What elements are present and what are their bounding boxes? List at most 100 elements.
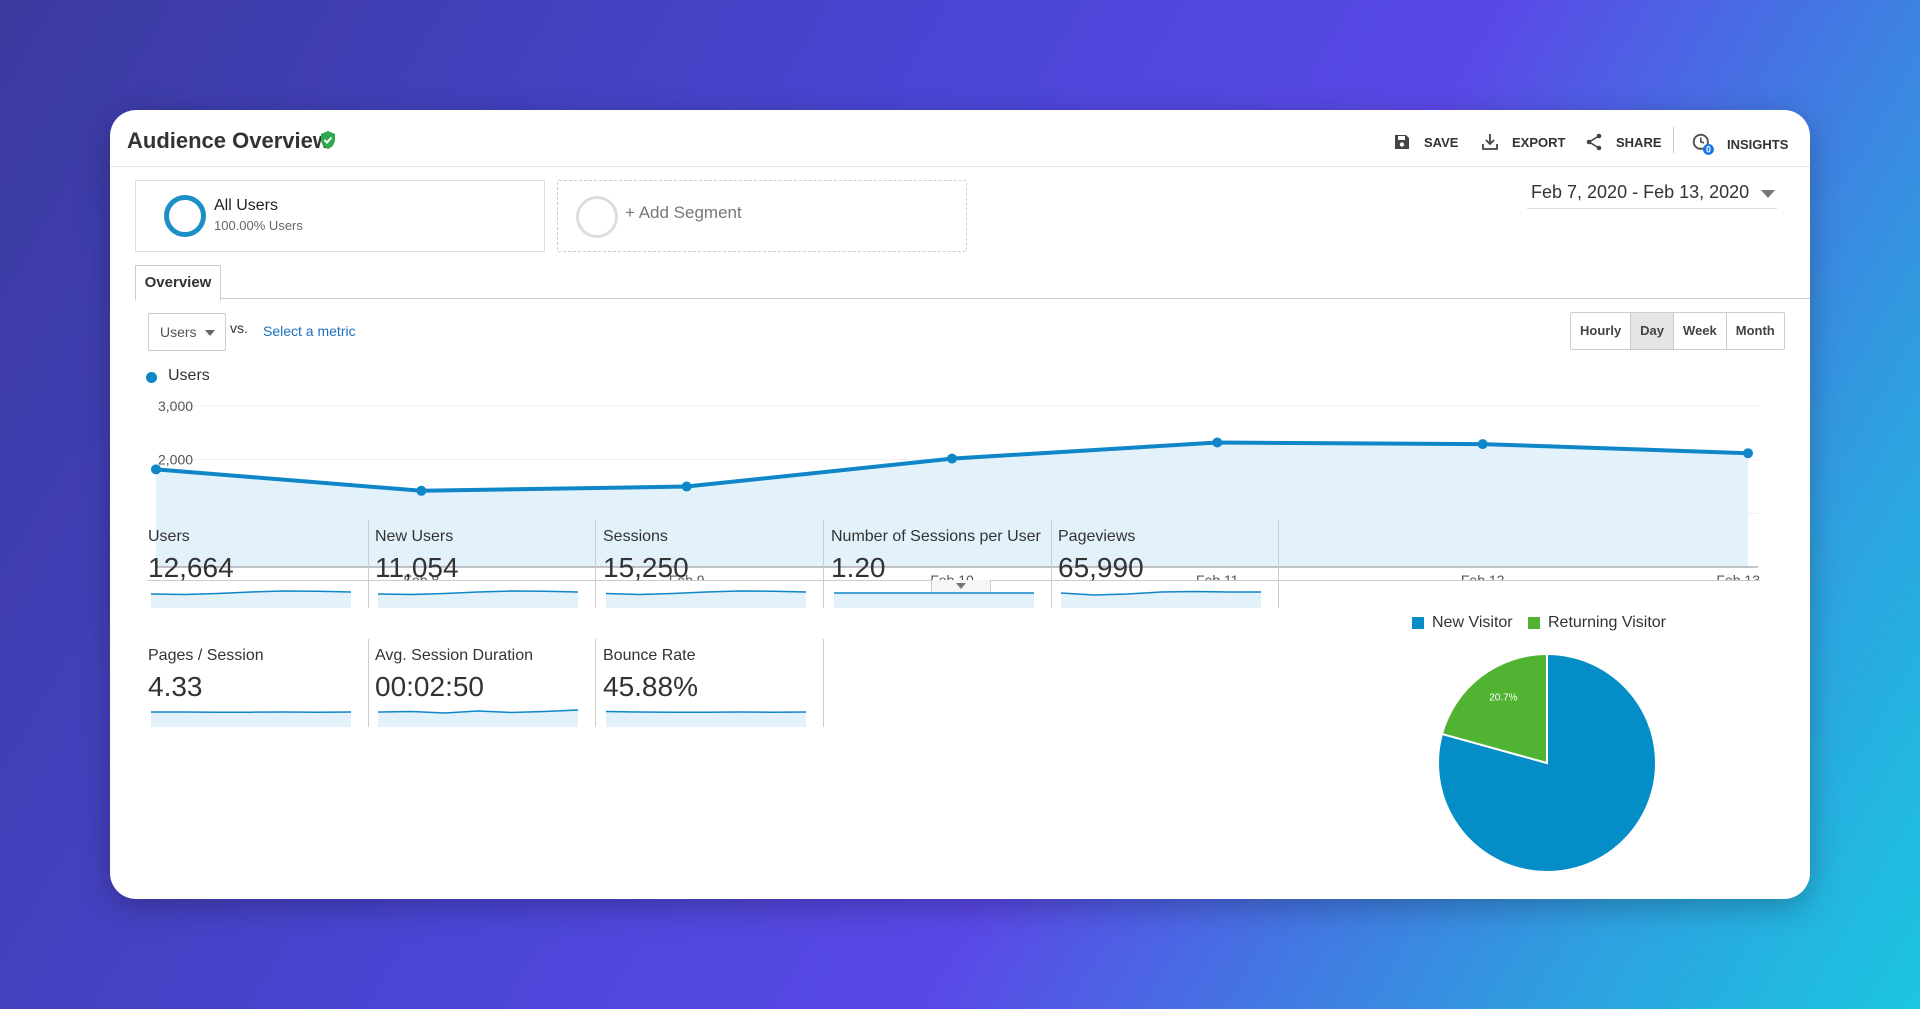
metric-tile: Avg. Session Duration 00:02:50: [375, 647, 585, 737]
sparkline-line: [606, 590, 806, 596]
segment-all-users[interactable]: All Users 100.00% Users: [135, 180, 545, 252]
insights-button[interactable]: 0 INSIGHTS: [1691, 132, 1788, 156]
segment-subtitle: 100.00% Users: [214, 218, 303, 233]
audience-overview-card: Audience Overview SAVE EXPORT SHARE 0 IN…: [110, 110, 1810, 899]
tab-overview[interactable]: Overview: [135, 265, 221, 301]
metric-value: 4.33: [148, 671, 203, 702]
data-point: [947, 453, 957, 464]
metric-value: 15,250: [603, 552, 689, 583]
granularity-hourly[interactable]: Hourly: [1571, 313, 1632, 349]
metric-divider: [823, 520, 824, 608]
pie-legend-new-visitor: New Visitor: [1412, 614, 1513, 632]
metric-sparkline: [606, 590, 806, 608]
metric-divider: [1051, 520, 1052, 608]
save-button[interactable]: SAVE: [1392, 132, 1458, 152]
metric-sparkline: [378, 709, 578, 727]
visitor-pie-chart: 79.3% 20.7%: [1437, 652, 1657, 875]
sparkline-area: [1061, 591, 1261, 608]
metric-label: Users: [148, 528, 190, 545]
export-button[interactable]: EXPORT: [1480, 132, 1565, 152]
legend-users-label: Users: [168, 367, 210, 384]
sparkline-area: [151, 591, 351, 608]
granularity-toggle: Hourly Day Week Month: [1570, 312, 1785, 350]
legend-swatch: [1528, 617, 1540, 629]
metric-label: Pageviews: [1058, 528, 1136, 545]
metric-divider: [368, 639, 369, 727]
metric-sparkline: [606, 710, 806, 727]
x-tick-label: Feb 10: [930, 572, 974, 580]
chevron-down-icon: [956, 583, 966, 589]
pie-slice-label: 79.3%: [1599, 864, 1627, 875]
metric-sparkline: [834, 592, 1034, 608]
sparkline-area: [378, 710, 578, 727]
granularity-day[interactable]: Day: [1631, 313, 1675, 349]
granularity-week[interactable]: Week: [1674, 313, 1727, 349]
data-point: [1743, 448, 1753, 459]
metric-value: 11,054: [375, 552, 459, 583]
export-label: EXPORT: [1512, 134, 1566, 150]
metric-value: 00:02:50: [375, 671, 484, 702]
vs-label: vs.: [230, 320, 248, 336]
metric-divider: [368, 520, 369, 608]
y-tick-label: 3,000: [158, 398, 193, 414]
segment-ring-icon: [164, 195, 206, 237]
metric-tile: Bounce Rate 45.88%: [603, 647, 813, 737]
data-point: [151, 464, 161, 475]
metric-value: 65,990: [1058, 552, 1144, 583]
date-range-picker[interactable]: Feb 7, 2020 - Feb 13, 2020: [1527, 180, 1777, 209]
metric-select-value: Users: [160, 324, 197, 340]
legend-users-dot: [146, 372, 157, 383]
sparkline-area: [151, 712, 351, 727]
add-segment-label: + Add Segment: [625, 203, 742, 222]
save-label: SAVE: [1424, 134, 1459, 150]
legend-swatch: [1412, 617, 1424, 629]
add-segment-button[interactable]: + Add Segment: [557, 180, 967, 252]
x-tick-label: ...: [150, 572, 162, 580]
users-area: [156, 442, 1748, 567]
legend-label: Returning Visitor: [1548, 614, 1666, 631]
metric-sparkline: [151, 590, 351, 608]
metric-tile: Pages / Session 4.33: [148, 647, 358, 737]
sparkline-line: [378, 709, 578, 714]
metric-label: Pages / Session: [148, 647, 264, 664]
sparkline-line: [151, 590, 351, 596]
x-tick-label: Feb 13: [1716, 572, 1760, 580]
y-tick-label: 2,000: [158, 452, 193, 468]
insights-label: INSIGHTS: [1727, 136, 1789, 152]
share-button[interactable]: SHARE: [1584, 132, 1662, 152]
data-point: [1477, 439, 1488, 450]
metric-value: 45.88%: [603, 671, 698, 702]
sparkline-area: [378, 591, 578, 608]
granularity-month[interactable]: Month: [1726, 313, 1784, 349]
sparkline-line: [1061, 590, 1261, 596]
x-tick-label: Feb 9: [669, 572, 705, 580]
save-icon: [1395, 135, 1409, 149]
metric-divider: [595, 639, 596, 727]
select-metric-link[interactable]: Select a metric: [263, 323, 356, 339]
share-icon: [1586, 133, 1602, 151]
sparkline-area: [606, 591, 806, 608]
metric-select[interactable]: Users: [148, 313, 226, 351]
metric-sparkline: [1061, 590, 1261, 608]
sparkline-area: [606, 711, 806, 727]
metric-divider: [1278, 520, 1279, 608]
x-tick-label: Feb 12: [1461, 572, 1505, 580]
sparkline-line: [606, 710, 806, 713]
sparkline-line: [378, 590, 578, 596]
insights-badge: 0: [1706, 145, 1711, 155]
data-point: [681, 481, 692, 492]
metric-tile: Number of Sessions per User 1.20: [831, 528, 1041, 618]
metric-sparkline: [378, 590, 578, 608]
chevron-down-icon: [205, 330, 215, 336]
segment-title: All Users: [214, 197, 279, 214]
metric-divider: [595, 520, 596, 608]
metric-label: Sessions: [603, 528, 668, 545]
insights-icon: 0: [1692, 133, 1714, 155]
metric-sparkline: [151, 711, 351, 727]
metric-value: 12,664: [148, 552, 234, 583]
metric-divider: [823, 639, 824, 727]
metric-label: Number of Sessions per User: [831, 528, 1041, 545]
data-point: [416, 485, 427, 496]
pie-slice-label: 20.7%: [1489, 693, 1517, 704]
